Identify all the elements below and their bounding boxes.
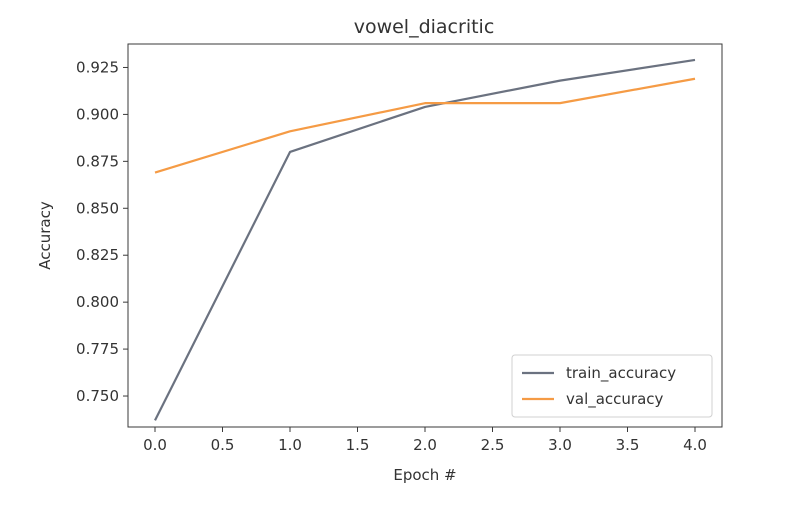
y-tick-label: 0.800 bbox=[76, 293, 119, 311]
x-axis-label: Epoch # bbox=[393, 466, 456, 484]
x-tick-label: 3.0 bbox=[548, 436, 572, 454]
x-tick-label: 2.5 bbox=[481, 436, 505, 454]
y-tick-label: 0.900 bbox=[76, 105, 119, 123]
plot-area: 0.750 0.775 0.800 0.825 0.850 0.875 0.900 0.925… bbox=[76, 43, 723, 454]
series-line-val_accuracy bbox=[154, 77, 696, 174]
y-tick-label: 0.875 bbox=[76, 152, 119, 170]
legend-label-train_accuracy: train_accuracy bbox=[566, 364, 676, 383]
legend-box bbox=[511, 354, 713, 418]
y-tick-label: 0.775 bbox=[76, 340, 119, 358]
y-tick-label: 0.850 bbox=[76, 199, 119, 217]
x-tick-label: 2.0 bbox=[413, 436, 437, 454]
chart-title: vowel_diacritic bbox=[354, 16, 495, 38]
y-tick-label: 0.750 bbox=[76, 387, 119, 405]
x-tick-label: 4.0 bbox=[683, 436, 707, 454]
series-line-train_accuracy bbox=[154, 58, 696, 421]
x-tick-label: 0.0 bbox=[143, 436, 167, 454]
x-tick-label: 1.5 bbox=[346, 436, 370, 454]
y-axis-label: Accuracy bbox=[36, 201, 54, 270]
x-tick-label: 0.5 bbox=[211, 436, 235, 454]
x-tick-label: 1.0 bbox=[278, 436, 302, 454]
x-tick-label: 3.5 bbox=[616, 436, 640, 454]
legend-label-val_accuracy: val_accuracy bbox=[566, 390, 664, 409]
y-tick-label: 0.925 bbox=[76, 58, 119, 76]
y-tick-label: 0.825 bbox=[76, 246, 119, 264]
